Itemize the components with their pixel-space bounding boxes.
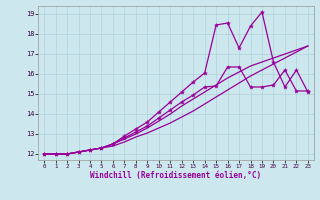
X-axis label: Windchill (Refroidissement éolien,°C): Windchill (Refroidissement éolien,°C) — [91, 171, 261, 180]
